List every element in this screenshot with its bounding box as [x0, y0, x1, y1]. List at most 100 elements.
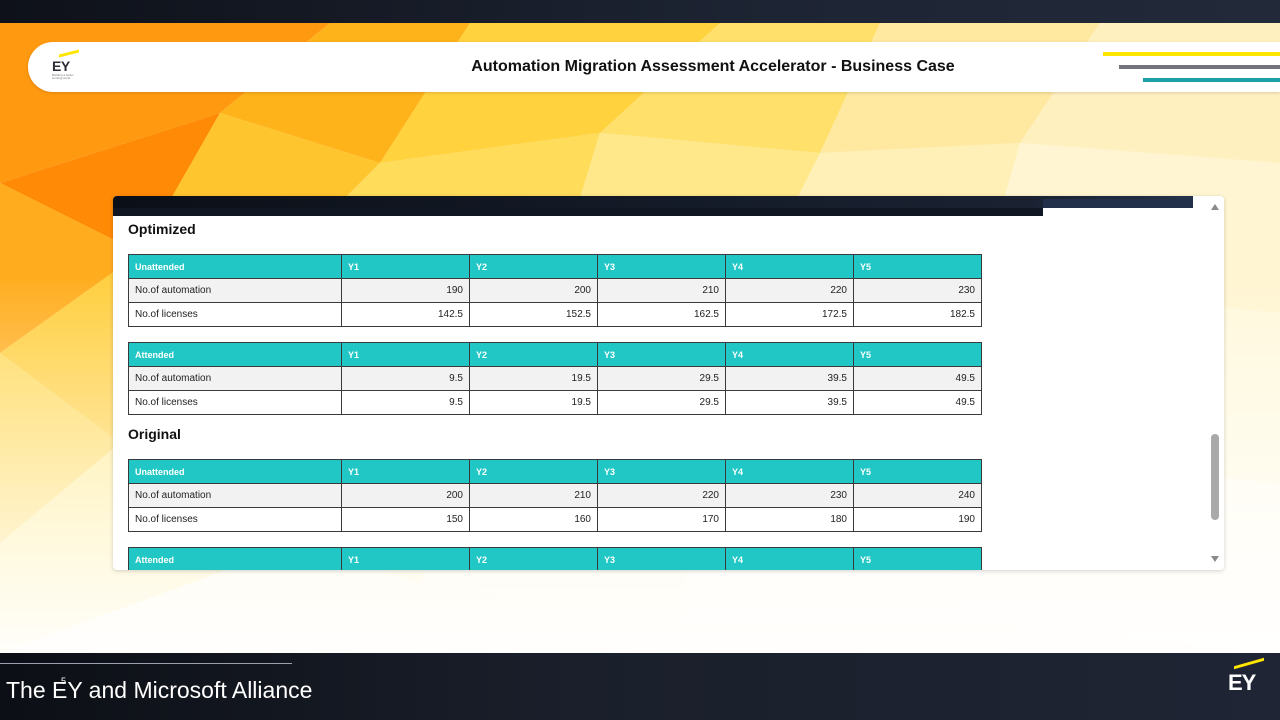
- table-header-row: Unattended Y1 Y2 Y3 Y4 Y5: [128, 459, 982, 484]
- optimized-unattended-table: Unattended Y1 Y2 Y3 Y4 Y5 No.of automati…: [128, 254, 982, 327]
- column-header: Y1: [341, 547, 470, 570]
- table-cell: 49.5: [853, 366, 982, 391]
- row-label: No.of automation: [128, 278, 342, 303]
- ey-logo-text: EY: [52, 58, 70, 74]
- table-cell: 142.5: [341, 302, 470, 327]
- row-label: No.of automation: [128, 483, 342, 508]
- optimized-attended-table: Attended Y1 Y2 Y3 Y4 Y5 No.of automation…: [128, 342, 982, 415]
- table-cell: 230: [853, 278, 982, 303]
- table-cell: 170: [597, 507, 726, 532]
- panel-top-bar-lower: [113, 208, 1043, 216]
- table-cell: 39.5: [725, 366, 854, 391]
- table-cell: 19.5: [469, 366, 598, 391]
- table-header-row: Attended Y1 Y2 Y3 Y4 Y5: [128, 342, 982, 367]
- column-header: Y3: [597, 342, 726, 367]
- row-label: No.of licenses: [128, 302, 342, 327]
- scroll-up-arrow-icon[interactable]: [1211, 204, 1219, 210]
- column-header: Y3: [597, 547, 726, 570]
- table-cell: 49.5: [853, 390, 982, 415]
- header-bar: EY Building a better working world Autom…: [28, 42, 1280, 92]
- table-row: No.of automation 9.5 19.5 29.5 39.5 49.5: [128, 366, 982, 391]
- table-row: No.of licenses 9.5 19.5 29.5 39.5 49.5: [128, 390, 982, 415]
- column-header: Y1: [341, 254, 470, 279]
- slide-number: 5: [61, 676, 67, 686]
- column-header: Attended: [128, 342, 342, 367]
- ey-logo: EY Building a better working world: [50, 49, 86, 82]
- column-header: Y2: [469, 547, 598, 570]
- original-attended-table: Attended Y1 Y2 Y3 Y4 Y5: [128, 547, 982, 570]
- row-label: No.of automation: [128, 366, 342, 391]
- table-cell: 9.5: [341, 366, 470, 391]
- table-cell: 182.5: [853, 302, 982, 327]
- vertical-scrollbar[interactable]: [1206, 196, 1224, 570]
- table-row: No.of licenses 150 160 170 180 190: [128, 507, 982, 532]
- panel-top-bar: [113, 196, 1193, 208]
- table-cell: 190: [341, 278, 470, 303]
- table-cell: 200: [469, 278, 598, 303]
- table-cell: 172.5: [725, 302, 854, 327]
- table-cell: 19.5: [469, 390, 598, 415]
- table-cell: 180: [725, 507, 854, 532]
- table-row: No.of licenses 142.5 152.5 162.5 172.5 1…: [128, 302, 982, 327]
- row-label: No.of licenses: [128, 507, 342, 532]
- ey-logo-mark: [59, 49, 79, 58]
- accent-line-teal: [1143, 78, 1280, 82]
- table-cell: 29.5: [597, 366, 726, 391]
- table-cell: 210: [597, 278, 726, 303]
- table-cell: 29.5: [597, 390, 726, 415]
- table-row: No.of automation 200 210 220 230 240: [128, 483, 982, 508]
- column-header: Y4: [725, 547, 854, 570]
- top-strip: [0, 0, 1280, 23]
- column-header: Y2: [469, 254, 598, 279]
- column-header: Y1: [341, 459, 470, 484]
- table-cell: 150: [341, 507, 470, 532]
- table-cell: 240: [853, 483, 982, 508]
- panel-top-bar-extension: [1043, 199, 1193, 208]
- table-header-row: Attended Y1 Y2 Y3 Y4 Y5: [128, 547, 982, 570]
- column-header: Y1: [341, 342, 470, 367]
- page-title: Automation Migration Assessment Accelera…: [471, 58, 955, 75]
- table-cell: 160: [469, 507, 598, 532]
- table-cell: 162.5: [597, 302, 726, 327]
- original-unattended-table: Unattended Y1 Y2 Y3 Y4 Y5 No.of automati…: [128, 459, 982, 532]
- table-row: No.of automation 190 200 210 220 230: [128, 278, 982, 303]
- footer-ey-logo-text: EY: [1228, 670, 1256, 695]
- footer-ey-logo-mark: [1234, 657, 1264, 670]
- footer-bar: The EY and Microsoft Alliance 5 EY: [0, 653, 1280, 720]
- section-title-optimized: Optimized: [128, 221, 196, 237]
- column-header: Y5: [853, 547, 982, 570]
- table-cell: 190: [853, 507, 982, 532]
- column-header: Y3: [597, 254, 726, 279]
- section-title-original: Original: [128, 426, 181, 442]
- row-label: No.of licenses: [128, 390, 342, 415]
- footer-alliance-text: The EY and Microsoft Alliance: [6, 677, 313, 703]
- column-header: Y2: [469, 459, 598, 484]
- column-header: Y5: [853, 459, 982, 484]
- table-cell: 230: [725, 483, 854, 508]
- scroll-down-arrow-icon[interactable]: [1211, 556, 1219, 562]
- accent-line-yellow: [1103, 52, 1280, 56]
- column-header: Unattended: [128, 254, 342, 279]
- table-cell: 39.5: [725, 390, 854, 415]
- table-cell: 200: [341, 483, 470, 508]
- column-header: Y4: [725, 342, 854, 367]
- column-header: Y3: [597, 459, 726, 484]
- column-header: Y5: [853, 254, 982, 279]
- business-case-panel[interactable]: Optimized Unattended Y1 Y2 Y3 Y4 Y5 No.o…: [113, 196, 1224, 570]
- accent-line-gray: [1119, 65, 1280, 69]
- footer-ey-logo: EY: [1228, 656, 1268, 696]
- column-header: Y2: [469, 342, 598, 367]
- table-cell: 220: [597, 483, 726, 508]
- table-cell: 9.5: [341, 390, 470, 415]
- column-header: Y5: [853, 342, 982, 367]
- column-header: Y4: [725, 459, 854, 484]
- scrollbar-thumb[interactable]: [1211, 434, 1219, 520]
- table-cell: 220: [725, 278, 854, 303]
- column-header: Unattended: [128, 459, 342, 484]
- table-header-row: Unattended Y1 Y2 Y3 Y4 Y5: [128, 254, 982, 279]
- table-cell: 152.5: [469, 302, 598, 327]
- column-header: Attended: [128, 547, 342, 570]
- footer-divider: [0, 663, 292, 664]
- ey-logo-tagline: Building a better working world: [52, 73, 74, 80]
- table-cell: 210: [469, 483, 598, 508]
